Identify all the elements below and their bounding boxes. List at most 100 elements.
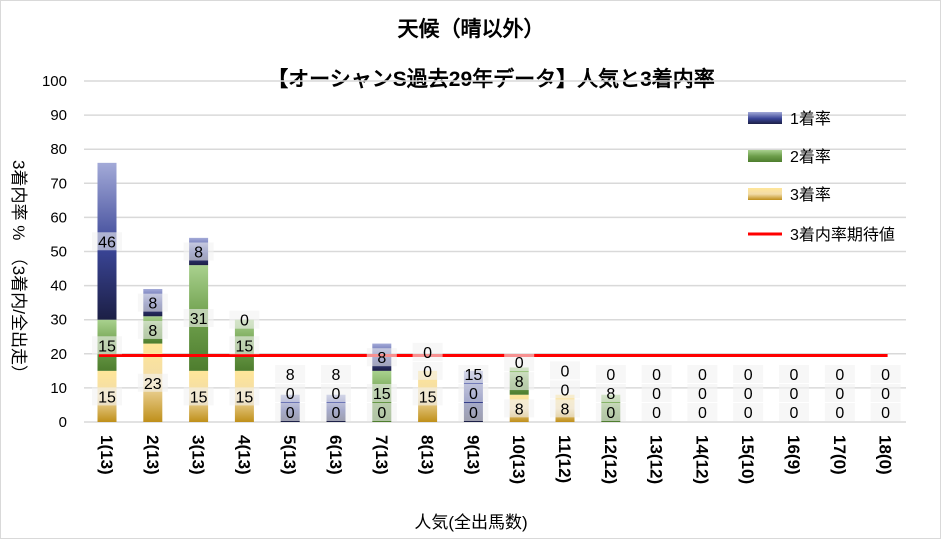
data-label-bg <box>687 365 718 383</box>
data-label-bg <box>733 365 764 383</box>
data-label-bg <box>733 384 764 402</box>
y-tick-label: 70 <box>50 175 67 192</box>
data-label: 8 <box>194 245 203 262</box>
data-label-bg <box>687 403 718 421</box>
data-label: 0 <box>561 382 570 399</box>
data-label: 0 <box>881 405 890 422</box>
x-tick-label: 17(0) <box>830 435 849 475</box>
data-label: 0 <box>469 386 478 403</box>
data-label-bg <box>412 361 443 380</box>
data-label-bg <box>550 399 580 418</box>
data-label: 0 <box>652 405 661 422</box>
data-label: 0 <box>423 345 432 362</box>
y-tick-label: 90 <box>50 107 67 124</box>
data-label-bg <box>229 387 260 406</box>
legend-label: 3着内率期待値 <box>790 226 895 244</box>
data-label-bg <box>458 403 489 421</box>
x-tick-label: 8(13) <box>418 435 437 475</box>
data-label: 0 <box>286 386 295 403</box>
x-tick-label: 4(13) <box>234 435 253 475</box>
data-label-bg <box>321 384 351 402</box>
data-label: 0 <box>332 405 341 422</box>
x-tick-label: 2(13) <box>143 435 162 475</box>
x-tick-label: 10(13) <box>509 435 528 484</box>
data-label: 0 <box>744 405 753 422</box>
data-label-bg <box>641 403 672 421</box>
data-label-bg <box>183 308 214 327</box>
data-label-bg <box>412 342 443 361</box>
data-label-bg <box>92 336 122 355</box>
data-label: 15 <box>190 389 208 406</box>
data-label-bg <box>183 242 214 261</box>
chart-subtitle: 【オーシャンS過去29年データ】人気と3着内率 <box>267 67 715 91</box>
data-label: 0 <box>377 405 386 422</box>
data-label-bg <box>275 365 306 383</box>
data-label: 0 <box>332 386 341 403</box>
x-tick-label: 9(13) <box>463 435 482 475</box>
y-tick-label: 60 <box>50 209 67 226</box>
data-label-bg <box>779 403 809 421</box>
data-label-bg <box>550 380 580 399</box>
data-label-bg <box>458 365 489 383</box>
data-label: 0 <box>286 405 295 422</box>
y-tick-label: 50 <box>50 244 67 261</box>
data-label: 0 <box>698 367 707 384</box>
data-label: 0 <box>790 367 799 384</box>
data-label: 15 <box>419 389 437 406</box>
y-tick-label: 10 <box>50 380 67 397</box>
data-label: 0 <box>606 367 615 384</box>
data-label-bg <box>595 384 626 402</box>
legend-swatch <box>748 112 782 124</box>
x-tick-label: 1(13) <box>97 435 116 475</box>
data-label-bg <box>92 232 122 251</box>
data-label-bg <box>137 293 168 312</box>
data-label: 8 <box>377 350 386 367</box>
x-tick-label: 14(12) <box>692 435 711 484</box>
data-label: 0 <box>790 386 799 403</box>
data-label-bg <box>779 384 809 402</box>
x-axis-label: 人気(全出馬数) <box>414 513 527 532</box>
data-label: 0 <box>423 364 432 381</box>
data-label-bg <box>321 403 351 421</box>
data-label: 46 <box>98 234 116 251</box>
data-label: 0 <box>744 386 753 403</box>
data-label-bg <box>275 384 306 402</box>
y-tick-label: 40 <box>50 278 67 295</box>
data-label-bg <box>183 387 214 406</box>
chart-title: 天候（晴以外） <box>398 17 545 41</box>
data-label-bg <box>504 372 535 391</box>
y-tick-label: 20 <box>50 346 67 363</box>
data-label: 15 <box>236 338 254 355</box>
legend-swatch <box>748 188 782 200</box>
data-label: 15 <box>236 389 254 406</box>
x-tick-label: 12(12) <box>601 435 620 484</box>
data-label-bg <box>275 403 306 421</box>
data-label-bg <box>550 361 580 380</box>
data-label: 0 <box>652 367 661 384</box>
data-label: 15 <box>98 338 116 355</box>
data-label: 15 <box>98 389 116 406</box>
data-label: 0 <box>515 355 524 372</box>
data-label: 0 <box>652 386 661 403</box>
data-label: 8 <box>561 401 570 418</box>
y-tick-label: 30 <box>50 312 67 329</box>
data-label: 8 <box>148 323 157 340</box>
data-label-bg <box>824 403 855 421</box>
data-label-bg <box>412 387 443 406</box>
data-label: 0 <box>835 405 844 422</box>
data-label-bg <box>366 403 397 421</box>
data-label-bg <box>137 320 168 339</box>
data-label-bg <box>321 365 351 383</box>
x-tick-label: 5(13) <box>280 435 299 475</box>
data-label: 8 <box>286 367 295 384</box>
data-label: 8 <box>515 401 524 418</box>
data-label-bg <box>870 365 901 383</box>
data-label-bg <box>641 384 672 402</box>
data-label: 0 <box>561 363 570 380</box>
data-label: 8 <box>606 386 615 403</box>
data-label-bg <box>595 403 626 421</box>
data-label: 15 <box>465 367 483 384</box>
y-tick-label: 0 <box>59 414 67 431</box>
